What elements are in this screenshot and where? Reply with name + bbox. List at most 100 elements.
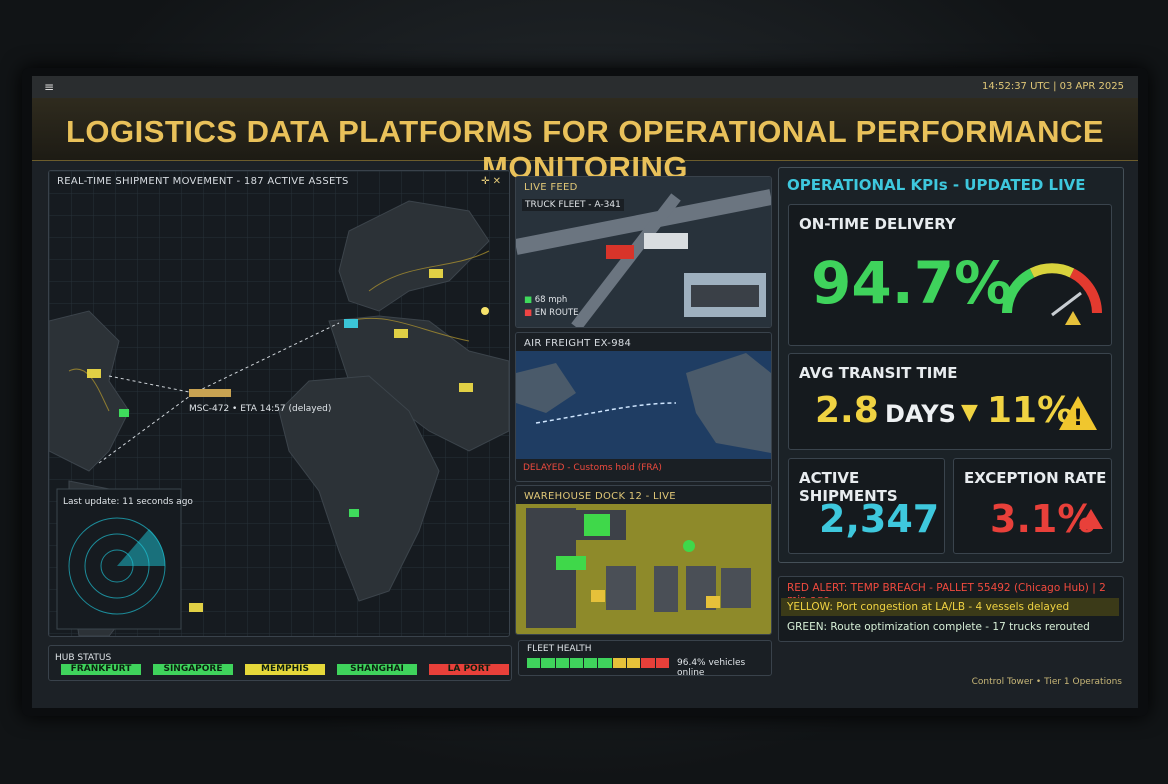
fleet-seg xyxy=(584,658,598,668)
warehouse-feed: WAREHOUSE DOCK 12 - LIVE xyxy=(515,485,772,635)
air-footer xyxy=(516,459,771,481)
decor-span: ■ xyxy=(524,295,535,305)
decor-circle xyxy=(683,540,695,552)
decor-rect xyxy=(459,383,473,392)
decor-path xyxy=(49,310,130,472)
fleet-health: FLEET HEALTH 96.4% vehicles online xyxy=(518,640,772,678)
decor-path xyxy=(368,250,490,292)
fleet-seg xyxy=(641,658,655,668)
fleet-summary: 96.4% vehicles online xyxy=(677,658,746,678)
decor-g xyxy=(68,250,490,412)
decor-circle xyxy=(481,307,489,315)
decor-rect xyxy=(87,369,101,378)
last-update: Last update: 11 seconds ago xyxy=(63,497,193,507)
transit-change: 11% xyxy=(987,390,1074,431)
air-header xyxy=(516,333,771,351)
fleet-title: FLEET HEALTH xyxy=(527,644,592,654)
exception-card: EXCEPTION RATE 3.1% xyxy=(953,458,1112,554)
warehouse-view xyxy=(516,486,771,634)
transit-value: 2.8 xyxy=(815,390,879,431)
decor-rect xyxy=(644,233,688,249)
decor-rect xyxy=(654,566,678,612)
decor-rect xyxy=(591,590,605,602)
top-bar: ≡ 14:52:37 UTC | 03 APR 2025 xyxy=(32,76,1138,98)
decor-path xyxy=(98,392,195,464)
fleet-seg xyxy=(627,658,641,668)
decor-path xyxy=(338,200,490,312)
hub-status: HUB STATUS FRANKFURT SINGAPORE MEMPHIS SHAN… xyxy=(48,645,512,681)
decor-path xyxy=(1059,396,1097,430)
active-card: ACTIVE SHIPMENTS 2,347 xyxy=(788,458,945,554)
hub-badge: SHANGHAI xyxy=(337,664,417,675)
truck-speed: ■ 68 mph xyxy=(524,295,567,305)
decor-path xyxy=(1079,509,1103,529)
truck-status: ■ EN ROUTE xyxy=(524,308,579,318)
air-status: DELAYED - Customs hold (FRA) xyxy=(523,463,662,473)
transit-unit: DAYS xyxy=(885,400,956,428)
timestamp: 14:52:37 UTC | 03 APR 2025 xyxy=(982,81,1124,92)
decor-span: ■ xyxy=(524,308,535,318)
decor-rect xyxy=(349,509,359,517)
fleet-seg xyxy=(527,658,541,668)
exception-value: 3.1% xyxy=(990,497,1096,541)
hub-title: HUB STATUS xyxy=(55,653,112,663)
decor-path xyxy=(1069,268,1102,314)
decor-rect xyxy=(556,556,586,570)
title-band: LOGISTICS DATA PLATFORMS FOR OPERATIONAL… xyxy=(32,98,1138,185)
warehouse-header xyxy=(516,486,771,504)
decor-path xyxy=(1002,268,1035,314)
decor-rect xyxy=(721,568,751,608)
truck-map xyxy=(516,177,771,327)
fleet-seg xyxy=(612,658,627,668)
truck-status-text: EN ROUTE xyxy=(534,308,579,318)
on-time-value: 94.7% xyxy=(811,249,1013,317)
decor-path xyxy=(516,363,576,413)
decor-rect xyxy=(394,329,408,338)
map-panel: REAL-TIME SHIPMENT MOVEMENT - 187 ACTIVE… xyxy=(48,170,510,637)
decor-rect xyxy=(606,566,636,610)
alert-highlight xyxy=(781,598,1119,616)
decor-path xyxy=(1051,291,1082,317)
decor-rect xyxy=(706,596,720,608)
fleet-seg xyxy=(569,658,584,668)
air-feed: AIR FREIGHT EX-984 DELAYED - Customs hol… xyxy=(515,332,772,482)
down-arrow: ▼ xyxy=(961,400,978,425)
alert-yellow: YELLOW: Port congestion at LA/LB - 4 ves… xyxy=(787,601,1070,613)
decor-path xyxy=(535,402,677,424)
fleet-seg xyxy=(541,658,555,668)
decor-path xyxy=(516,189,771,255)
decor-rect xyxy=(429,269,443,278)
decor-rect xyxy=(606,245,634,259)
kpi-panel: OPERATIONAL KPIs - UPDATED LIVE ON-TIME … xyxy=(778,167,1124,563)
hub-badge: MEMPHIS xyxy=(245,664,325,675)
decor-path xyxy=(278,375,440,602)
fleet-bar xyxy=(527,658,669,668)
air-map xyxy=(516,333,771,481)
decor-path xyxy=(686,353,771,453)
on-time-card: ON-TIME DELIVERY 94.7% xyxy=(788,204,1112,346)
menu-icon[interactable]: ≡ xyxy=(44,80,55,94)
decor-path xyxy=(571,193,681,327)
decor-rect xyxy=(344,319,358,328)
on-time-gauge xyxy=(1002,263,1102,325)
hub-badge: LA PORT xyxy=(429,664,509,675)
warning-icon: ! xyxy=(1059,396,1097,431)
panel-controls[interactable]: ✛ ✕ xyxy=(481,176,501,187)
truck-label: TRUCK FLEET - A-341 xyxy=(522,199,624,211)
alerts-panel: RED ALERT: TEMP BREACH - PALLET 55492 (C… xyxy=(778,576,1124,642)
transit-label: AVG TRANSIT TIME xyxy=(799,364,958,382)
decor-rect xyxy=(119,409,129,417)
active-value: 2,347 xyxy=(819,497,940,541)
warehouse-label: WAREHOUSE DOCK 12 - LIVE xyxy=(524,491,676,502)
decor-rect xyxy=(584,514,610,536)
decor-rect xyxy=(189,603,203,612)
fleet-seg xyxy=(598,658,612,668)
decor-path xyxy=(68,368,110,412)
alarm-icon xyxy=(1079,509,1103,529)
decor-text: ! xyxy=(1073,406,1083,431)
decor-path xyxy=(1065,311,1081,325)
footer-text: Control Tower • Tier 1 Operations xyxy=(971,677,1122,687)
fleet-seg xyxy=(555,658,569,668)
air-label: AIR FREIGHT EX-984 xyxy=(524,338,632,349)
